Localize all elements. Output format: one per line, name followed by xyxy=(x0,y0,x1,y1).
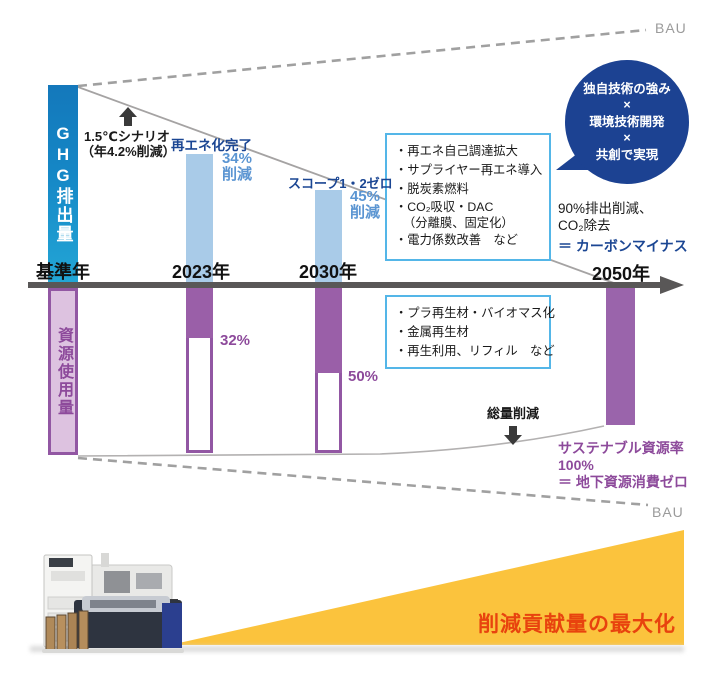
large-printer-slot xyxy=(90,600,156,608)
ghg-2030-bar xyxy=(315,190,342,283)
banner-label: 削減貢献量の最大化 xyxy=(478,613,676,636)
bubble-line: 共創で実現 xyxy=(595,147,659,162)
machine-panel xyxy=(136,573,162,589)
printer-shadow xyxy=(42,649,184,653)
technology-bubble: 独自技術の強み × 環境技術開発 × 共創で実現 xyxy=(565,60,689,184)
resource-measure-item: ・再生利用、リフィル など xyxy=(395,344,555,358)
banner-shadow xyxy=(30,646,684,652)
milestone-2030-title: スコープ1・2ゼロ xyxy=(288,176,393,191)
timeline-axis-arrowhead xyxy=(660,276,684,294)
milestone-2030-sub: 削減 xyxy=(349,204,380,221)
ghg-measure-item: ・脱炭素燃料 xyxy=(395,182,469,196)
scenario-label-line2: （年4.2%削減） xyxy=(81,144,176,159)
bau-label-bottom: BAU xyxy=(652,504,684,520)
milestone-2023-pct: 34% xyxy=(221,150,252,167)
resource-2050-bar xyxy=(606,288,635,425)
machine-tower xyxy=(101,553,109,567)
bubble-line: × xyxy=(623,98,631,113)
bubble-line: 独自技術の強み xyxy=(583,81,671,96)
up-arrow-icon xyxy=(119,107,137,126)
milestone-2023-title: 再エネ化完了 xyxy=(171,138,252,153)
ghg-measure-item: ・サプライヤー再エネ導入 xyxy=(395,163,543,177)
resource-2023-bar-filled xyxy=(186,288,213,338)
axis-label-2050: 2050年 xyxy=(592,264,651,284)
ghg-measure-item: ・再エネ自己調達拡大 xyxy=(395,144,518,158)
axis-label-base-year: 基準年 xyxy=(36,262,90,282)
large-printer-side-module xyxy=(162,603,182,648)
resource-goal-line1: サステナブル資源率 xyxy=(558,440,684,456)
printer-group-image xyxy=(42,553,184,653)
resource-base-year-bar: 資源使用量 xyxy=(48,288,78,455)
axis-label-2030: 2030年 xyxy=(299,262,358,282)
banner-wedge xyxy=(170,530,684,645)
resource-2030-bar-reduced xyxy=(315,373,342,453)
resource-2023-pct: 32% xyxy=(220,332,251,349)
down-arrow-icon xyxy=(504,426,522,445)
resource-goal-line3: ＝ 地下資源消費ゼロ xyxy=(558,474,688,490)
ghg-measures-box: ・再エネ自己調達拡大 ・サプライヤー再エネ導入 ・脱炭素燃料 ・CO₂吸収・DA… xyxy=(385,133,551,261)
resource-2023-bar-reduced xyxy=(186,338,213,453)
mfp-control-panel xyxy=(49,558,73,567)
resource-measure-item: ・金属再生材 xyxy=(395,325,469,339)
milestone-2023-sub: 削減 xyxy=(221,166,252,183)
resource-2030-bar-filled xyxy=(315,288,342,373)
ghg-goal-line2: CO₂除去 xyxy=(558,218,611,233)
yellow-wedge-shape xyxy=(170,530,684,645)
ghg-measure-item: ・電力係数改善 など xyxy=(395,233,518,247)
ghg-goal-line1: 90%排出削減、 xyxy=(558,201,653,216)
ghg-base-year-bar: GHG排出量 xyxy=(48,85,78,283)
timeline-axis xyxy=(28,282,662,288)
total-reduction-label: 総量削減 xyxy=(487,406,540,421)
ghg-goal-line3: ＝ カーボンマイナス xyxy=(558,238,688,254)
resource-axis-label: 資源使用量 xyxy=(55,326,72,417)
resource-trajectory-curve xyxy=(77,425,605,457)
mfp-output-tray xyxy=(51,571,85,581)
bubble-line: 環境技術開発 xyxy=(589,114,665,129)
scenario-label-line1: 1.5℃シナリオ xyxy=(84,129,170,144)
milestone-2030-pct: 45% xyxy=(349,188,380,205)
resource-measure-item: ・プラ再生材・バイオマス化 xyxy=(395,306,555,320)
ghg-measure-item: ・CO₂吸収・DAC xyxy=(395,200,494,214)
bau-bottom-dashed-line xyxy=(77,456,649,507)
bau-label-top: BAU xyxy=(655,20,687,36)
bau-top-dashed-line xyxy=(77,28,647,88)
ghg-measure-item: （分離膜、固定化） xyxy=(403,216,514,230)
ghg-2023-bar xyxy=(186,154,213,283)
axis-label-2023: 2023年 xyxy=(172,262,231,282)
resource-2030-pct: 50% xyxy=(348,368,379,385)
bubble-line: × xyxy=(623,131,631,146)
ghg-axis-label: GHG排出量 xyxy=(53,124,73,244)
resource-measures-box: ・プラ再生材・バイオマス化 ・金属再生材 ・再生利用、リフィル など xyxy=(385,295,555,369)
machine-window xyxy=(104,571,130,593)
resource-goal-line2: 100% xyxy=(558,457,594,473)
